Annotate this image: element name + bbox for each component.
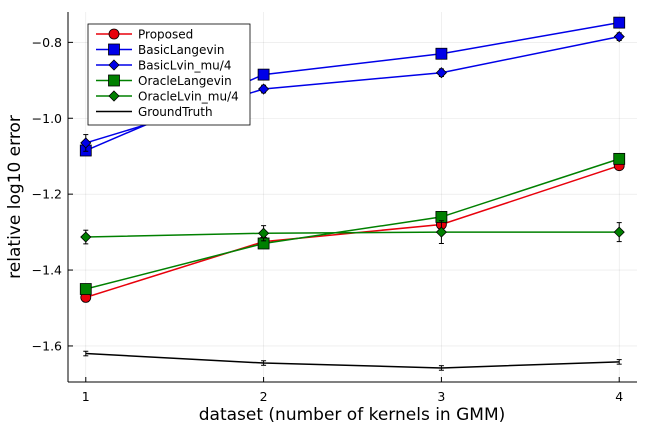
data-point-marker [108,74,120,87]
legend-box [87,23,251,126]
legend-item: Proposed [96,28,193,42]
y-axis-label: relative log10 error [5,115,25,279]
x-tick-label: 4 [615,389,623,404]
legend: ProposedBasicLangevinBasicLvin_mu/4Oracl… [87,23,251,126]
data-point-marker [108,90,120,102]
data-point-marker [435,47,448,60]
series-line [85,231,620,238]
y-tick-label: −1.6 [32,338,62,353]
axes [67,12,637,383]
legend-item: BasicLangevin [96,43,224,57]
x-tick-label: 1 [82,389,90,404]
data-point-marker [613,31,625,43]
legend-item: OracleLvin_mu/4 [96,90,239,104]
y-tick-label: −0.8 [32,35,62,50]
y-tick-label: −1.0 [32,111,62,126]
series-line [85,352,620,369]
legend-label: OracleLangevin [138,74,232,88]
legend-label: BasicLangevin [138,43,224,57]
data-point-marker [257,68,270,81]
legend-label: Proposed [138,28,193,42]
data-point-marker [435,226,447,238]
series-oraclelvin-mu-4 [80,220,625,245]
data-point-marker [258,227,270,239]
y-tick-label: −1.2 [32,187,62,202]
data-point-marker [613,226,625,238]
x-tick-label: 3 [437,389,445,404]
data-point-marker [613,16,626,29]
data-point-marker [80,231,92,243]
series-line [85,158,620,290]
data-point-marker [108,59,120,71]
legend-item: GroundTruth [96,105,213,119]
legend-item: OracleLangevin [96,74,232,88]
data-point-marker [108,43,120,56]
data-point-marker [79,283,92,295]
data-point-marker [435,67,447,79]
x-tick-label: 2 [260,389,268,404]
series-group [79,16,626,371]
x-axis-label: dataset (number of kernels in GMM) [199,405,506,425]
y-tick-label: −1.4 [32,263,62,278]
legend-label: OracleLvin_mu/4 [138,90,239,104]
legend-label: BasicLvin_mu/4 [138,59,231,73]
series-groundtruth [83,350,622,371]
data-point-marker [258,83,270,95]
data-point-marker [613,152,626,165]
data-point-marker [80,137,92,149]
legend-label: GroundTruth [138,105,213,119]
series-oraclelangevin [79,152,626,295]
legend-item: BasicLvin_mu/4 [96,59,231,73]
axis-ticks: 1 2 3 4 −1.6 −1.4 −1.2 −1.0 −0.8 [32,35,624,404]
data-point-marker [108,28,120,40]
